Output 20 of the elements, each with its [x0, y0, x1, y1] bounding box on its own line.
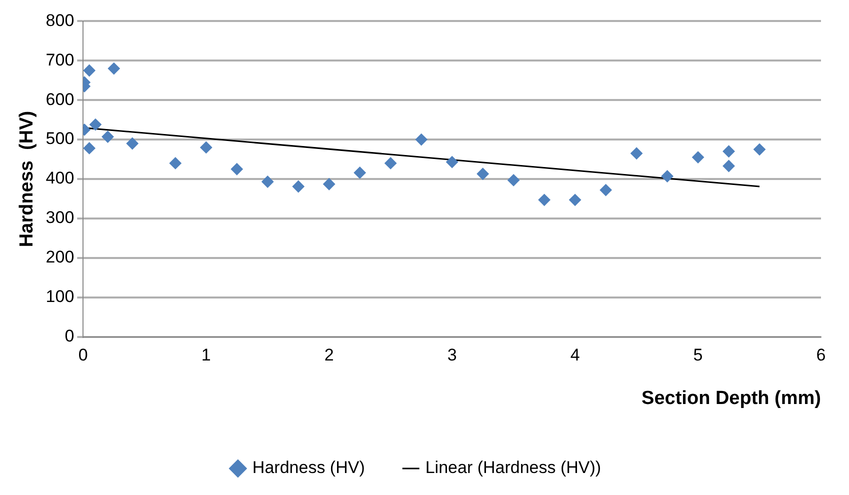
- x-tick-label: 3: [447, 346, 457, 365]
- x-tick-label: 2: [324, 346, 334, 365]
- legend-label: Hardness (HV): [252, 458, 365, 478]
- x-tick-label: 5: [693, 346, 703, 365]
- x-tick-label: 1: [201, 346, 211, 365]
- y-tick-label: 100: [46, 287, 74, 306]
- y-tick-label: 500: [46, 129, 74, 148]
- x-axis-title: Section Depth (mm): [642, 388, 821, 409]
- y-tick-label: 300: [46, 208, 74, 228]
- x-tick-label: 0: [78, 346, 88, 365]
- y-axis-title: Hardness (HV): [16, 110, 38, 248]
- x-tick-label: 6: [816, 346, 826, 365]
- y-tick-label: 0: [64, 326, 74, 346]
- y-tick-label: 200: [46, 248, 74, 267]
- y-tick-label: 400: [46, 168, 74, 188]
- y-tick-label: 800: [46, 10, 74, 30]
- legend-label: Linear (Hardness (HV)): [425, 458, 602, 478]
- y-tick-label: 600: [46, 90, 74, 109]
- y-tick-label: 700: [46, 50, 74, 70]
- x-tick-label: 4: [570, 346, 580, 365]
